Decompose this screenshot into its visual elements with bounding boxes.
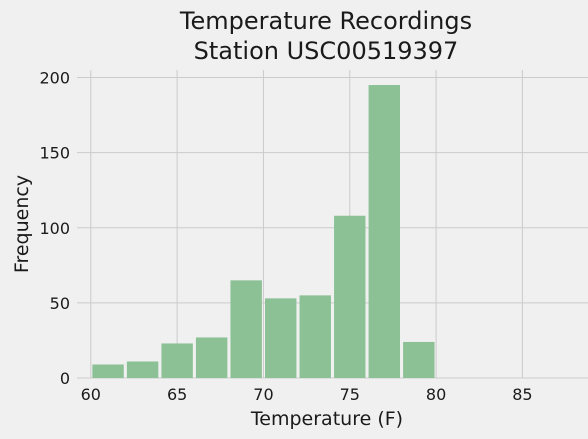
y-tick-label: 50	[50, 294, 70, 313]
y-axis-ticks: 0 50 100 150 200	[39, 69, 70, 388]
x-axis-ticks: 60 65 70 75 80 85	[81, 385, 533, 404]
y-tick-label: 150	[39, 144, 70, 163]
grid	[77, 70, 588, 379]
y-tick-label: 100	[39, 219, 70, 238]
histogram-bar	[403, 341, 435, 378]
x-axis-label: Temperature (F)	[250, 408, 403, 430]
y-axis-label: Frequency	[11, 175, 33, 273]
histogram-bar	[92, 364, 124, 378]
x-tick-label: 65	[167, 385, 187, 404]
x-tick-label: 70	[253, 385, 273, 404]
x-tick-label: 80	[426, 385, 446, 404]
x-tick-label: 60	[81, 385, 101, 404]
y-tick-label: 200	[39, 69, 70, 88]
histogram-bar	[161, 343, 193, 378]
histogram-bar	[334, 215, 366, 378]
histogram-bar	[264, 298, 297, 378]
y-tick-label: 0	[60, 369, 70, 388]
x-tick-label: 75	[340, 385, 360, 404]
chart-title-line-1: Temperature Recordings	[179, 7, 472, 35]
histogram-bar	[230, 280, 262, 378]
histogram-bar	[195, 337, 228, 378]
histogram-bar	[299, 295, 331, 378]
chart-title-line-2: Station USC00519397	[194, 37, 459, 65]
bars	[92, 85, 435, 379]
histogram-bar	[126, 361, 159, 378]
x-tick-label: 85	[512, 385, 532, 404]
histogram-bar	[368, 85, 401, 379]
